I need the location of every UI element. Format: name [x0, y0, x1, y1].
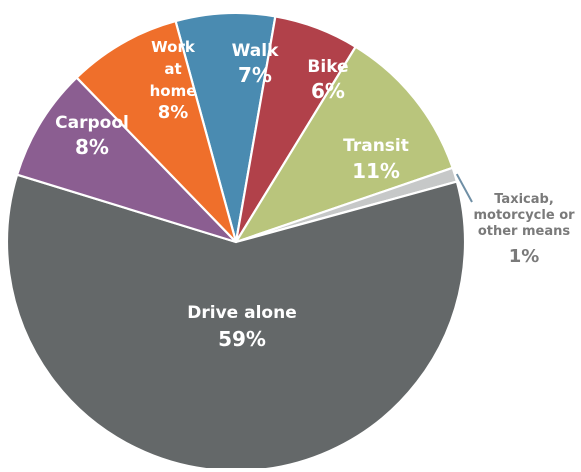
slice-name-drive-alone: Drive alone	[187, 303, 296, 323]
slice-value-walk: 7%	[238, 63, 272, 87]
slice-name-taxicab-motorcycle-or-other-means: other means	[478, 224, 571, 239]
slice-value-transit: 11%	[352, 159, 400, 183]
slice-label-transit: Transit 11%	[343, 136, 409, 183]
leader-line-taxicab-motorcycle-or-other-means	[455, 173, 473, 203]
slice-value-taxicab-motorcycle-or-other-means: 1%	[509, 246, 540, 267]
slice-name-work-at-home: Work	[151, 38, 196, 56]
pie-slice-work-at-home	[75, 20, 238, 244]
slice-name-walk: Walk	[232, 41, 279, 61]
slice-label-drive-alone: Drive alone 59%	[187, 303, 296, 351]
slice-name-bike: Bike	[307, 57, 348, 77]
slice-name-taxicab-motorcycle-or-other-means: Taxicab,	[494, 192, 554, 207]
pie-slice-carpool	[16, 76, 238, 244]
slice-name-taxicab-motorcycle-or-other-means: motorcycle or	[473, 208, 575, 223]
slice-value-carpool: 8%	[75, 135, 109, 159]
slice-value-bike: 6%	[311, 79, 345, 103]
slices-layer	[5, 11, 467, 472]
slice-name-carpool: Carpool	[55, 113, 129, 133]
slice-name-transit: Transit	[343, 136, 409, 156]
pie-slice-transit	[234, 45, 454, 244]
slice-value-work-at-home: 8%	[158, 102, 189, 123]
slice-name-work-at-home: at	[164, 60, 181, 78]
slice-value-drive-alone: 59%	[218, 327, 266, 351]
slice-label-work-at-home: Work at home 8%	[150, 38, 197, 123]
slice-name-work-at-home: home	[150, 82, 197, 100]
